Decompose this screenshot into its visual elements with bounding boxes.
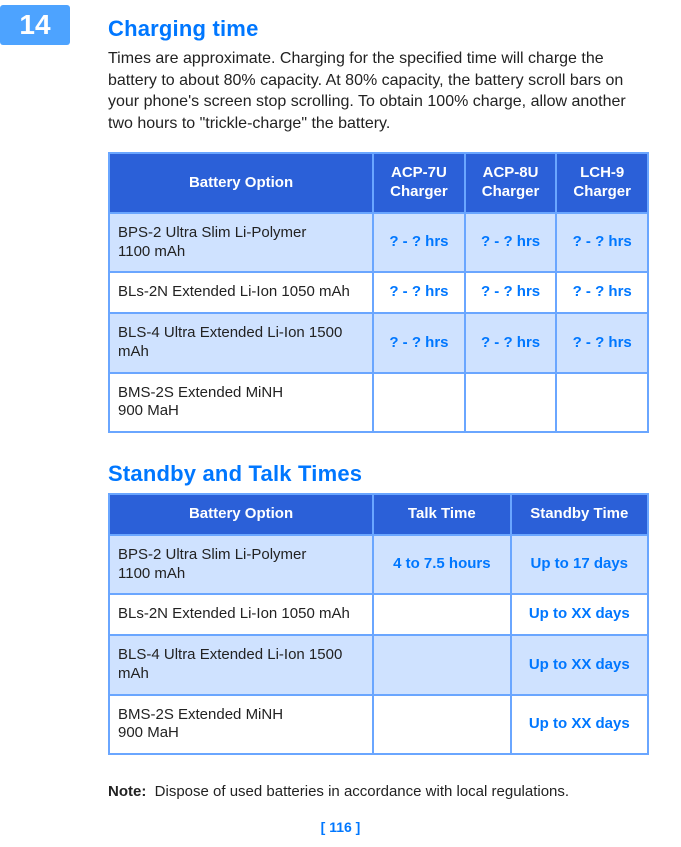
disposal-note: Note: Dispose of used batteries in accor… bbox=[108, 783, 649, 800]
charge-time-cell bbox=[373, 373, 465, 433]
table-row: BPS-2 Ultra Slim Li-Polymer1100 mAh? - ?… bbox=[109, 213, 648, 273]
charge-time-cell: ? - ? hrs bbox=[556, 272, 648, 313]
charging-time-heading: Charging time bbox=[108, 16, 649, 42]
note-text: Dispose of used batteries in accordance … bbox=[155, 783, 569, 800]
battery-option-cell: BMS-2S Extended MiNH900 MaH bbox=[109, 695, 373, 755]
battery-option-cell: BPS-2 Ultra Slim Li-Polymer1100 mAh bbox=[109, 213, 373, 273]
table-row: BMS-2S Extended MiNH900 MaH bbox=[109, 373, 648, 433]
battery-option-cell: BMS-2S Extended MiNH900 MaH bbox=[109, 373, 373, 433]
standby-time-cell: Up to XX days bbox=[511, 594, 648, 635]
standby-time-cell: Up to XX days bbox=[511, 695, 648, 755]
table-row: BLs-2N Extended Li-Ion 1050 mAh? - ? hrs… bbox=[109, 272, 648, 313]
charge-time-cell: ? - ? hrs bbox=[556, 213, 648, 273]
charge-time-cell: ? - ? hrs bbox=[373, 213, 465, 273]
talk-time-cell: 4 to 7.5 hours bbox=[373, 535, 510, 595]
battery-option-cell: BLs-2N Extended Li-Ion 1050 mAh bbox=[109, 272, 373, 313]
standby-time-cell: Up to 17 days bbox=[511, 535, 648, 595]
battery-option-cell: BLS-4 Ultra Extended Li-Ion 1500 mAh bbox=[109, 635, 373, 695]
page-content: Charging time Times are approximate. Cha… bbox=[108, 16, 649, 800]
charge-time-cell: ? - ? hrs bbox=[373, 313, 465, 373]
col-acp7u: ACP-7U Charger bbox=[373, 153, 465, 213]
standby-time-cell: Up to XX days bbox=[511, 635, 648, 695]
charge-time-cell bbox=[556, 373, 648, 433]
charging-time-intro: Times are approximate. Charging for the … bbox=[108, 48, 649, 134]
page-footer: [ 116 ] bbox=[0, 819, 681, 835]
charge-time-cell: ? - ? hrs bbox=[556, 313, 648, 373]
charge-time-cell: ? - ? hrs bbox=[373, 272, 465, 313]
col-lch9: LCH-9 Charger bbox=[556, 153, 648, 213]
charge-time-cell: ? - ? hrs bbox=[465, 313, 557, 373]
col-talk-time: Talk Time bbox=[373, 494, 510, 535]
charge-time-cell: ? - ? hrs bbox=[465, 272, 557, 313]
table-row: BPS-2 Ultra Slim Li-Polymer1100 mAh4 to … bbox=[109, 535, 648, 595]
talk-time-cell bbox=[373, 635, 510, 695]
standby-talk-table: Battery Option Talk Time Standby Time BP… bbox=[108, 493, 649, 755]
table-header-row: Battery Option Talk Time Standby Time bbox=[109, 494, 648, 535]
page-number-tab: 14 bbox=[19, 9, 50, 41]
note-label: Note: bbox=[108, 783, 146, 800]
standby-talk-heading: Standby and Talk Times bbox=[108, 461, 649, 487]
charge-time-cell: ? - ? hrs bbox=[465, 213, 557, 273]
page-footer-number: [ 116 ] bbox=[321, 819, 361, 835]
col-battery-option: Battery Option bbox=[109, 494, 373, 535]
charge-time-cell bbox=[465, 373, 557, 433]
standby-talk-tbody: BPS-2 Ultra Slim Li-Polymer1100 mAh4 to … bbox=[109, 535, 648, 754]
table-row: BLs-2N Extended Li-Ion 1050 mAh Up to XX … bbox=[109, 594, 648, 635]
col-acp8u: ACP-8U Charger bbox=[465, 153, 557, 213]
charging-time-tbody: BPS-2 Ultra Slim Li-Polymer1100 mAh? - ?… bbox=[109, 213, 648, 432]
talk-time-cell bbox=[373, 594, 510, 635]
charging-time-table: Battery Option ACP-7U Charger ACP-8U Cha… bbox=[108, 152, 649, 433]
battery-option-cell: BLs-2N Extended Li-Ion 1050 mAh bbox=[109, 594, 373, 635]
table-row: BLS-4 Ultra Extended Li-Ion 1500 mAh Up t… bbox=[109, 635, 648, 695]
table-row: BMS-2S Extended MiNH900 MaH Up to XX days bbox=[109, 695, 648, 755]
page-tab: 14 bbox=[0, 5, 70, 45]
table-header-row: Battery Option ACP-7U Charger ACP-8U Cha… bbox=[109, 153, 648, 213]
col-battery-option: Battery Option bbox=[109, 153, 373, 213]
battery-option-cell: BPS-2 Ultra Slim Li-Polymer1100 mAh bbox=[109, 535, 373, 595]
talk-time-cell bbox=[373, 695, 510, 755]
battery-option-cell: BLS-4 Ultra Extended Li-Ion 1500 mAh bbox=[109, 313, 373, 373]
table-row: BLS-4 Ultra Extended Li-Ion 1500 mAh? - … bbox=[109, 313, 648, 373]
col-standby-time: Standby Time bbox=[511, 494, 648, 535]
